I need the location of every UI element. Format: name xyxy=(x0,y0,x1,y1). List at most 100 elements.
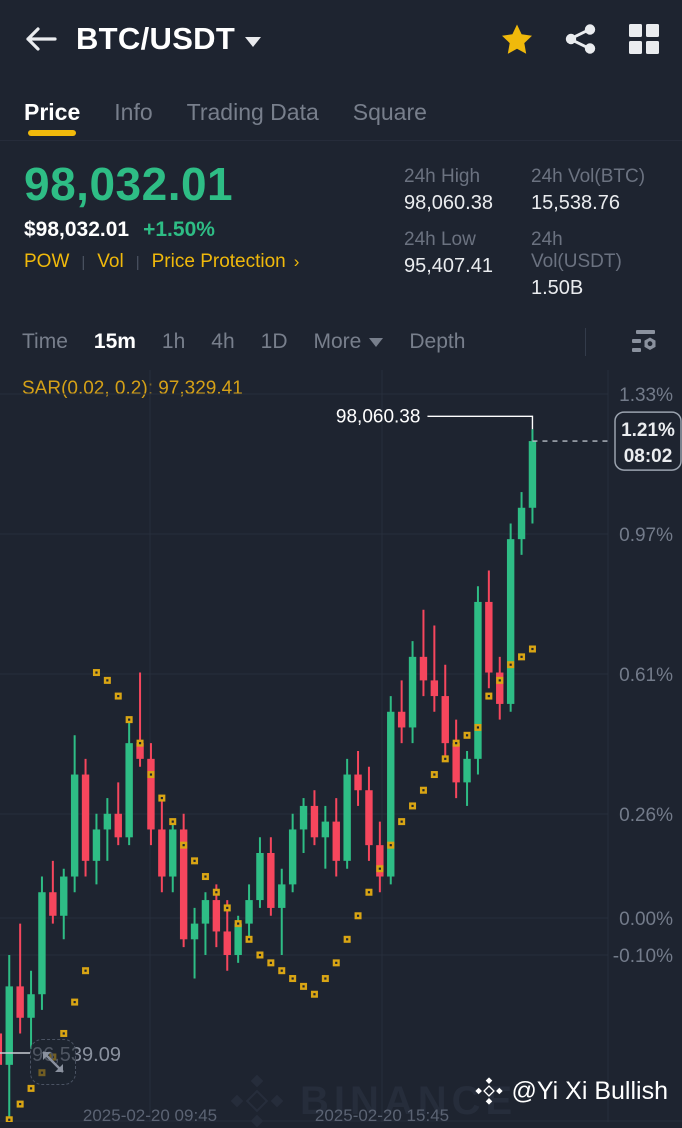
sar-dot xyxy=(507,661,515,669)
sar-dot xyxy=(518,653,526,661)
back-button[interactable] xyxy=(22,20,60,58)
sar-dot xyxy=(103,676,111,684)
candle xyxy=(201,892,210,955)
candle xyxy=(245,884,253,940)
price-chart[interactable]: SAR(0.02, 0.2): 97,329.41 BINANCE 1.33% 0… xyxy=(0,370,682,1128)
y-axis-tick: 0.26% xyxy=(619,805,673,826)
candle xyxy=(256,837,264,908)
tf-4h[interactable]: 4h xyxy=(211,330,235,353)
sar-dot xyxy=(5,1116,13,1122)
tab-info[interactable]: Info xyxy=(114,99,153,125)
sar-dot xyxy=(82,967,90,975)
sar-dot xyxy=(212,888,220,896)
fullscreen-button[interactable] xyxy=(30,1039,76,1085)
chart-settings-button[interactable] xyxy=(628,327,660,357)
tf-1h[interactable]: 1h xyxy=(161,330,186,353)
y-axis-tick: 0.97% xyxy=(619,525,673,546)
candle xyxy=(408,641,417,744)
grid-icon xyxy=(629,24,659,54)
candle xyxy=(332,798,340,877)
stat-24h-vol-usdt: 24h Vol(USDT) 1.50B xyxy=(531,229,658,300)
tabs-divider xyxy=(0,140,682,141)
y-axis-tick: 1.33% xyxy=(619,385,673,406)
layout-grid-button[interactable] xyxy=(628,23,660,55)
stat-value: 15,538.76 xyxy=(531,192,620,214)
app-header: BTC/USDT xyxy=(0,0,682,78)
y-axis-tick: -0.10% xyxy=(613,946,673,967)
price-change-pct: +1.50% xyxy=(143,218,215,242)
sar-dot xyxy=(27,1084,35,1092)
tab-square[interactable]: Square xyxy=(352,99,427,125)
tf-more-label: More xyxy=(313,330,362,353)
stat-label: 24h Low xyxy=(404,229,476,250)
candlestick-canvas[interactable]: 1.33% 0.97% 0.61% 0.26% 0.00% -0.10% 98,060.38… xyxy=(0,370,682,1122)
sar-dot xyxy=(267,959,275,967)
sar-dot xyxy=(92,669,100,677)
tab-trading-data[interactable]: Trading Data xyxy=(186,99,319,125)
sar-dot xyxy=(419,786,427,794)
candle xyxy=(136,672,144,767)
stat-value: 1.50B xyxy=(531,277,584,299)
stat-24h-high: 24h High 98,060.38 xyxy=(404,166,531,215)
star-icon xyxy=(502,24,532,54)
stat-24h-vol-btc: 24h Vol(BTC) 15,538.76 xyxy=(531,166,658,215)
candle xyxy=(387,696,395,885)
candle xyxy=(70,735,79,893)
sar-dot xyxy=(332,959,340,967)
sar-dot xyxy=(300,982,308,990)
candle xyxy=(0,1033,3,1065)
sar-dot xyxy=(16,1100,24,1108)
tag-price-protection[interactable]: Price Protection xyxy=(151,251,286,273)
candle xyxy=(267,837,275,916)
candle xyxy=(81,758,90,877)
sar-dot xyxy=(191,857,199,865)
candle xyxy=(5,955,13,1120)
candle xyxy=(60,868,68,940)
share-button[interactable] xyxy=(564,23,598,55)
tf-more[interactable]: More xyxy=(314,330,384,354)
sar-dot xyxy=(441,755,449,763)
tf-1d[interactable]: 1D xyxy=(260,330,288,353)
timeframe-toolbar: Time 15m 1h 4h 1D More Depth xyxy=(0,314,682,370)
sar-dot xyxy=(430,771,438,779)
page-title: BTC/USDT xyxy=(76,21,236,56)
sar-dot xyxy=(60,1029,68,1037)
sar-dot xyxy=(343,935,351,943)
chevron-down-icon[interactable] xyxy=(245,37,262,47)
candle xyxy=(496,656,504,720)
sar-dot xyxy=(463,731,471,739)
sar-dot xyxy=(398,818,406,826)
sar-dot xyxy=(354,912,362,920)
favorite-button[interactable] xyxy=(500,23,534,56)
tab-price[interactable]: Price xyxy=(24,99,80,140)
tf-time[interactable]: Time xyxy=(22,330,68,353)
sar-dot xyxy=(278,967,286,975)
candle xyxy=(49,860,57,924)
price-tag-time: 08:02 xyxy=(624,446,673,467)
candle xyxy=(310,790,319,846)
candle xyxy=(376,821,384,893)
sar-dot xyxy=(136,739,144,747)
candle xyxy=(179,813,188,948)
current-price-tag[interactable]: 1.21% 08:02 xyxy=(614,411,682,471)
usd-price: $98,032.01 xyxy=(24,218,130,242)
expand-icon xyxy=(42,1051,64,1073)
tag-vol[interactable]: Vol xyxy=(97,251,124,273)
tf-15m[interactable]: 15m xyxy=(93,330,136,353)
ticker-price-group: 98,032.01 $98,032.01 +1.50% POW | Vol | … xyxy=(24,160,404,300)
tag-pow[interactable]: POW xyxy=(24,251,70,273)
price-sub-row: $98,032.01 +1.50% xyxy=(24,218,404,242)
stat-label: 24h High xyxy=(404,166,481,187)
candle xyxy=(365,766,373,861)
stat-label: 24h Vol(BTC) xyxy=(531,166,646,187)
tf-depth[interactable]: Depth xyxy=(409,330,466,353)
user-watermark: @Yi Xi Bullish xyxy=(474,1076,668,1106)
x-axis-tick: 2025-02-20 15:45 xyxy=(315,1106,449,1122)
toolbar-divider xyxy=(585,328,586,356)
chevron-right-icon[interactable]: › xyxy=(293,252,300,272)
candle xyxy=(38,876,46,1010)
candle xyxy=(103,798,112,861)
stat-value: 98,060.38 xyxy=(404,192,493,214)
sar-dot xyxy=(158,794,166,802)
sar-dot xyxy=(114,692,122,700)
